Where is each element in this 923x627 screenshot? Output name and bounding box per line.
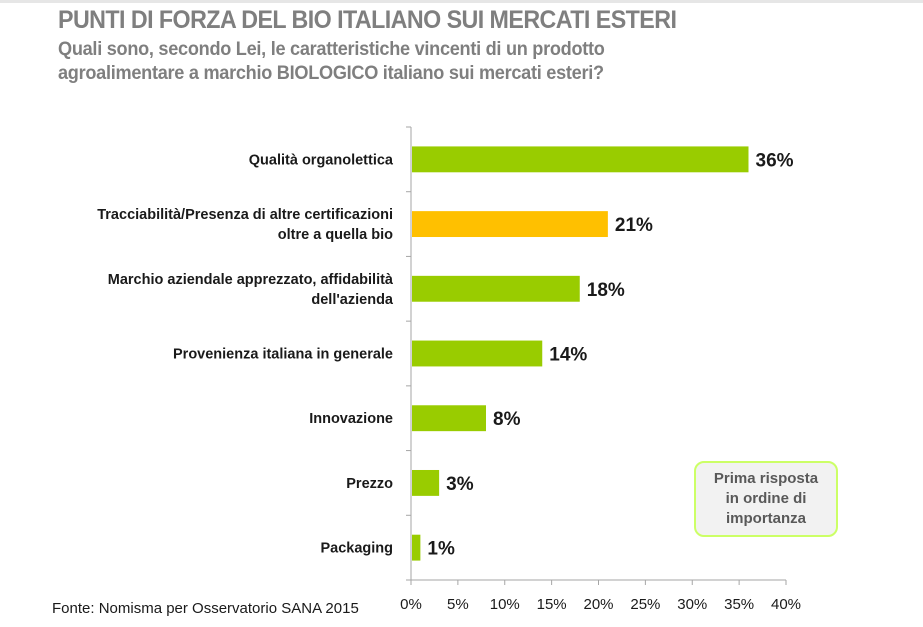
- bar: [412, 146, 749, 173]
- x-tick-label: 20%: [583, 596, 613, 613]
- x-tick-label: 40%: [771, 596, 801, 613]
- source-note: Fonte: Nomisma per Osservatorio SANA 201…: [52, 600, 359, 617]
- category-label: oltre a quella bio: [278, 227, 393, 243]
- bar: [412, 340, 543, 367]
- value-label: 8%: [493, 409, 521, 430]
- value-label: 18%: [587, 280, 625, 301]
- bar: [412, 534, 421, 561]
- value-label: 36%: [756, 150, 794, 171]
- bar: [412, 275, 580, 302]
- value-label: 21%: [615, 215, 653, 236]
- category-label: Innovazione: [309, 411, 393, 427]
- category-label: Marchio aziendale apprezzato, affidabili…: [108, 272, 394, 288]
- category-label: Prezzo: [346, 476, 393, 492]
- bar: [412, 469, 440, 496]
- annotation-line-3: importanza: [725, 510, 806, 527]
- category-label: Provenienza italiana in generale: [173, 347, 393, 363]
- category-label: dell'azienda: [311, 292, 394, 308]
- chart-subtitle: Quali sono, secondo Lei, le caratteristi…: [58, 37, 605, 85]
- subtitle-line-1: Quali sono, secondo Lei, le caratteristi…: [58, 38, 605, 60]
- bar: [412, 211, 608, 238]
- annotation-line-2: in ordine di: [725, 490, 807, 507]
- x-tick-label: 5%: [447, 596, 469, 613]
- x-tick-label: 10%: [490, 596, 520, 613]
- subtitle-line-2: agroalimentare a marchio BIOLOGICO itali…: [58, 62, 604, 84]
- category-label: Packaging: [320, 541, 393, 557]
- annotation-line-1: Prima risposta: [713, 470, 819, 487]
- category-label: Qualità organolettica: [249, 152, 394, 168]
- value-label: 3%: [446, 474, 474, 495]
- category-label: Tracciabilità/Presenza di altre certific…: [97, 207, 393, 223]
- x-tick-label: 0%: [400, 596, 422, 613]
- annotation-box: Prima risposta in ordine di importanza: [694, 461, 838, 537]
- x-tick-label: 25%: [630, 596, 660, 613]
- x-tick-label: 15%: [537, 596, 567, 613]
- top-border: [0, 0, 923, 3]
- bar: [412, 405, 486, 432]
- value-label: 14%: [549, 345, 587, 366]
- chart-title: PUNTI DI FORZA DEL BIO ITALIANO SUI MERC…: [58, 6, 677, 34]
- x-tick-label: 35%: [724, 596, 754, 613]
- value-label: 1%: [427, 539, 455, 560]
- x-tick-label: 30%: [677, 596, 707, 613]
